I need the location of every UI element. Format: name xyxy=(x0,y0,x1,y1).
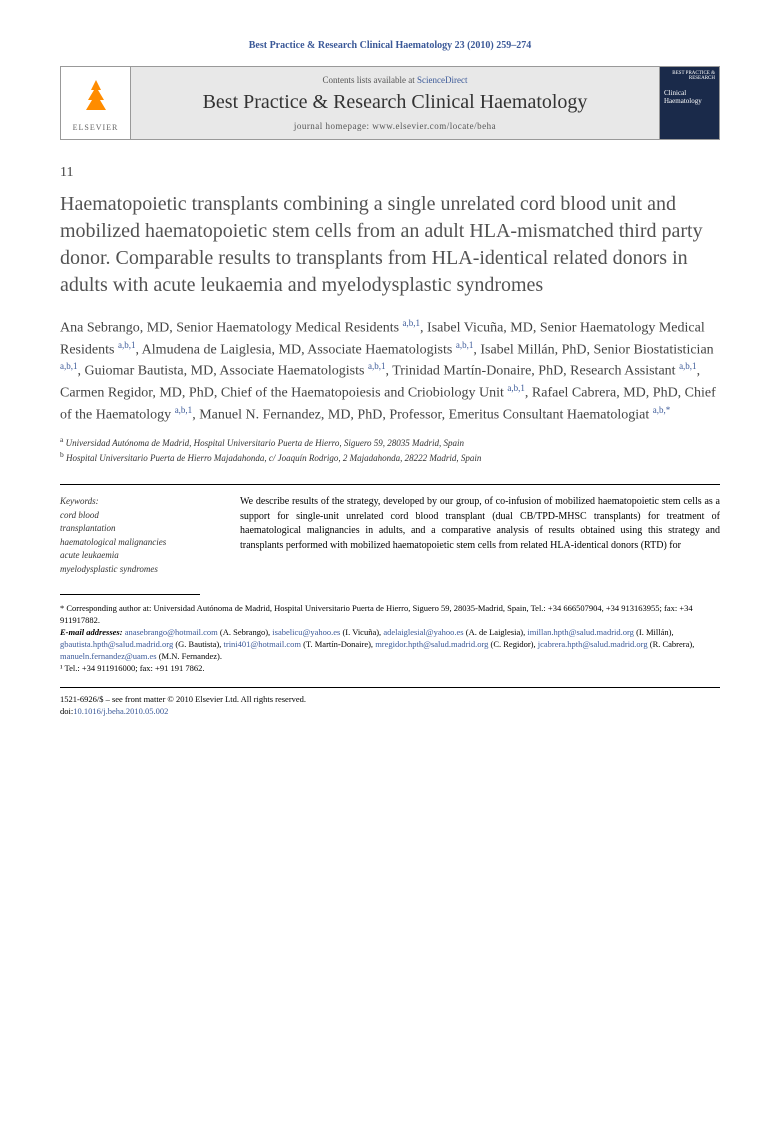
email-addresses: E-mail addresses: anasebrango@hotmail.co… xyxy=(60,627,720,663)
section-divider xyxy=(60,484,720,485)
elsevier-label: ELSEVIER xyxy=(73,123,119,132)
copyright-block: 1521-6926/$ – see front matter © 2010 El… xyxy=(60,694,720,718)
contents-prefix: Contents lists available at xyxy=(323,75,417,85)
doi-line: doi:10.1016/j.beha.2010.05.002 xyxy=(60,706,720,718)
abstract-section: Keywords: cord blood transplantation hae… xyxy=(60,495,720,576)
affiliation-b: b Hospital Universitario Puerta de Hierr… xyxy=(60,450,720,465)
affiliation-a: a Universidad Autónoma de Madrid, Hospit… xyxy=(60,435,720,450)
keyword-item: transplantation xyxy=(60,522,220,536)
emails-list: anasebrango@hotmail.com (A. Sebrango), i… xyxy=(60,627,694,661)
keyword-item: cord blood xyxy=(60,509,220,523)
footer-notes: * Corresponding author at: Universidad A… xyxy=(60,603,720,674)
journal-cover-thumbnail[interactable]: BEST PRACTICE & RESEARCH Clinical Haemat… xyxy=(659,67,719,139)
sciencedirect-link[interactable]: ScienceDirect xyxy=(417,75,467,85)
keywords-column: Keywords: cord blood transplantation hae… xyxy=(60,495,220,576)
elsevier-logo[interactable]: ELSEVIER xyxy=(61,67,131,139)
homepage-url[interactable]: www.elsevier.com/locate/beha xyxy=(372,121,496,131)
article-number: 11 xyxy=(60,165,720,181)
contents-line: Contents lists available at ScienceDirec… xyxy=(141,75,649,85)
email-label: E-mail addresses: xyxy=(60,627,123,637)
article-title: Haematopoietic transplants combining a s… xyxy=(60,191,720,299)
authors-list: Ana Sebrango, MD, Senior Haematology Med… xyxy=(60,317,720,425)
journal-name: Best Practice & Research Clinical Haemat… xyxy=(141,89,649,115)
corresponding-author: * Corresponding author at: Universidad A… xyxy=(60,603,720,627)
footer-divider xyxy=(60,594,200,595)
cover-series: BEST PRACTICE & RESEARCH xyxy=(664,71,715,81)
doi-link[interactable]: 10.1016/j.beha.2010.05.002 xyxy=(73,706,168,716)
footnote-1: ¹ Tel.: +34 911916000; fax: +91 191 7862… xyxy=(60,663,720,675)
affiliations: a Universidad Autónoma de Madrid, Hospit… xyxy=(60,435,720,464)
abstract-text: We describe results of the strategy, dev… xyxy=(240,495,720,576)
journal-banner: ELSEVIER Contents lists available at Sci… xyxy=(60,66,720,140)
cover-title: Clinical Haematology xyxy=(664,89,715,105)
homepage-label: journal homepage: xyxy=(294,121,372,131)
header-citation: Best Practice & Research Clinical Haemat… xyxy=(60,40,720,51)
keyword-item: myelodysplastic syndromes xyxy=(60,563,220,577)
elsevier-tree-icon xyxy=(76,75,116,123)
banner-center: Contents lists available at ScienceDirec… xyxy=(131,67,659,139)
keyword-item: haematological malignancies xyxy=(60,536,220,550)
copyright-line: 1521-6926/$ – see front matter © 2010 El… xyxy=(60,694,720,706)
journal-homepage: journal homepage: www.elsevier.com/locat… xyxy=(141,121,649,131)
keywords-title: Keywords: xyxy=(60,495,220,509)
keyword-item: acute leukaemia xyxy=(60,549,220,563)
doi-label: doi: xyxy=(60,706,73,716)
bottom-divider xyxy=(60,687,720,688)
